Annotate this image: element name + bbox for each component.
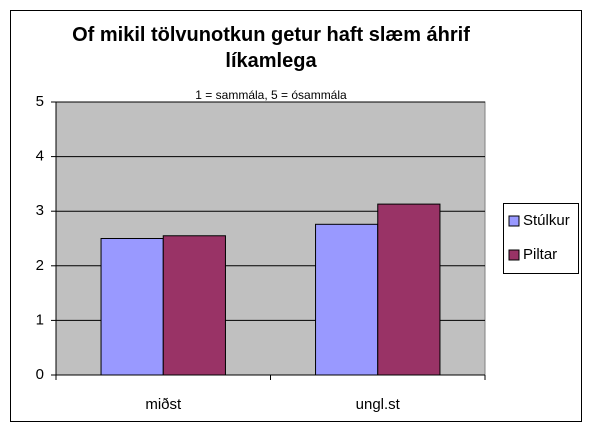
y-tick-label: 2 (36, 257, 44, 274)
legend-label: Stúlkur (523, 212, 570, 229)
legend-box (503, 203, 579, 274)
legend-label: Piltar (523, 246, 557, 263)
bar (162, 235, 226, 376)
legend-swatch (508, 215, 520, 227)
legend-swatch (508, 249, 520, 261)
bar (315, 223, 379, 376)
x-tick-label: ungl.st (356, 396, 401, 413)
chart-title: Of mikil tölvunotkun getur haft slæm áhr… (72, 24, 470, 72)
y-tick-label: 3 (36, 202, 44, 219)
y-tick-label: 4 (36, 148, 44, 165)
y-tick-label: 0 (36, 366, 44, 383)
chart-subtitle: 1 = sammála, 5 = ósammála (195, 88, 347, 102)
x-tick-label: miðst (145, 396, 182, 413)
bar (377, 203, 441, 376)
y-tick-label: 1 (36, 311, 44, 328)
y-tick-label: 5 (36, 93, 44, 110)
bar (100, 238, 164, 376)
